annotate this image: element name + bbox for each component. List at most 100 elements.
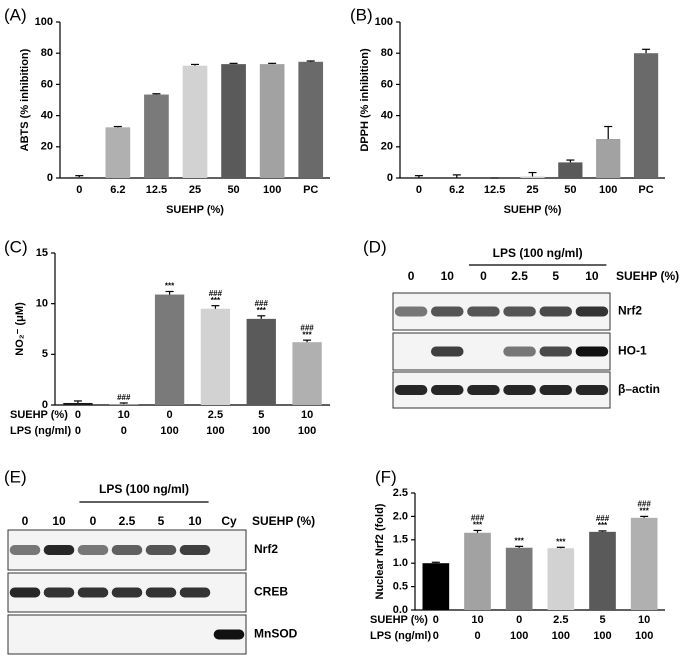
panel-label: (E) bbox=[4, 467, 27, 486]
blot-band bbox=[77, 587, 109, 598]
bar bbox=[182, 65, 208, 178]
significance: *** bbox=[302, 330, 312, 339]
y-tick-label: 60 bbox=[381, 78, 393, 90]
bar bbox=[520, 176, 545, 178]
y-axis-label: Nuclear Nrf2 (fold) bbox=[374, 503, 386, 599]
x-tick-label: PC bbox=[303, 184, 318, 196]
row-label: SUEHP (%) bbox=[370, 614, 428, 626]
bar bbox=[464, 532, 491, 610]
lane-label: Cy bbox=[221, 514, 237, 528]
lane-title: SUEHP (%) bbox=[616, 269, 679, 283]
bar bbox=[422, 563, 450, 610]
y-tick-label: 0 bbox=[42, 399, 48, 411]
x-tick-label: 100 bbox=[593, 630, 611, 642]
bar bbox=[109, 403, 139, 405]
lane-label: 2.5 bbox=[119, 514, 136, 528]
bar bbox=[298, 61, 324, 178]
lane-label: 5 bbox=[552, 269, 559, 283]
bar bbox=[505, 547, 533, 610]
bar bbox=[292, 342, 322, 405]
blot-strip bbox=[392, 332, 611, 371]
x-tick-label: 100 bbox=[635, 630, 653, 642]
blot-strip bbox=[392, 292, 611, 331]
bar bbox=[259, 64, 285, 178]
blot-band bbox=[503, 385, 536, 395]
y-tick-label: 1.5 bbox=[393, 534, 408, 546]
x-tick-label: 0 bbox=[516, 614, 522, 626]
bar bbox=[63, 402, 93, 405]
blot-band bbox=[575, 346, 609, 357]
x-tick-label: 100 bbox=[552, 630, 570, 642]
x-tick-label: 100 bbox=[510, 630, 528, 642]
y-tick-label: 5 bbox=[42, 348, 48, 360]
significance: *** bbox=[473, 521, 483, 530]
lane-label: 0 bbox=[90, 514, 97, 528]
x-tick-label: 10 bbox=[471, 614, 483, 626]
x-tick-label: 25 bbox=[526, 184, 538, 196]
significance: *** bbox=[257, 306, 267, 315]
x-tick-label: 0 bbox=[433, 630, 439, 642]
blot-band bbox=[9, 587, 41, 598]
y-axis-label: DPPH (% inhibition) bbox=[359, 48, 371, 152]
blot-band bbox=[179, 587, 211, 598]
bar bbox=[589, 531, 616, 610]
bar bbox=[221, 64, 246, 178]
x-tick-label: 6.2 bbox=[449, 184, 464, 196]
blot-band bbox=[394, 306, 428, 317]
row-label: LPS (ng/ml) bbox=[10, 425, 71, 437]
panel-label: (F) bbox=[375, 467, 397, 486]
significance: *** bbox=[639, 507, 649, 516]
y-tick-label: 80 bbox=[381, 47, 393, 59]
blot-band bbox=[539, 385, 573, 395]
band-label: MnSOD bbox=[254, 627, 298, 641]
x-tick-label: 50 bbox=[564, 184, 576, 196]
row-label: SUEHP (%) bbox=[10, 409, 68, 421]
x-tick-label: 0 bbox=[474, 630, 480, 642]
bar bbox=[144, 94, 169, 178]
lane-label: 0 bbox=[408, 269, 415, 283]
y-tick-label: 15 bbox=[36, 247, 48, 259]
x-tick-label: 100 bbox=[298, 425, 316, 437]
y-tick-label: 10 bbox=[36, 298, 48, 310]
x-tick-label: 0 bbox=[167, 409, 173, 421]
band-label: CREB bbox=[254, 585, 288, 599]
significance: *** bbox=[165, 282, 175, 291]
blot-band bbox=[430, 385, 464, 395]
x-tick-label: 0 bbox=[121, 425, 127, 437]
y-tick-label: 100 bbox=[35, 16, 53, 28]
x-tick-label: 0 bbox=[75, 409, 81, 421]
y-tick-label: 80 bbox=[41, 47, 53, 59]
y-tick-label: 40 bbox=[41, 110, 53, 122]
significance: ### bbox=[300, 323, 314, 332]
y-tick-label: 100 bbox=[375, 16, 393, 28]
blot-strip bbox=[7, 614, 247, 655]
panel-label: (D) bbox=[363, 237, 387, 256]
blot-band bbox=[43, 545, 75, 555]
lane-label: 10 bbox=[52, 514, 66, 528]
x-tick-label: 50 bbox=[227, 184, 239, 196]
blot-band bbox=[145, 545, 177, 555]
panel-label: (C) bbox=[4, 237, 28, 256]
x-tick-label: 100 bbox=[599, 184, 617, 196]
significance: *** bbox=[598, 521, 608, 530]
row-label: LPS (ng/ml) bbox=[370, 630, 431, 642]
lane-label: 0 bbox=[480, 269, 487, 283]
blot-band bbox=[575, 306, 609, 317]
treatment-label: LPS (100 ng/ml) bbox=[493, 246, 583, 260]
y-tick-label: 0 bbox=[387, 172, 393, 184]
x-tick-label: PC bbox=[638, 184, 653, 196]
x-tick-label: 25 bbox=[189, 184, 201, 196]
panel-label: (A) bbox=[4, 5, 27, 24]
x-axis-label: SUEHP (%) bbox=[166, 204, 224, 216]
x-tick-label: 2.5 bbox=[553, 614, 568, 626]
x-tick-label: 100 bbox=[160, 425, 178, 437]
significance: ### bbox=[255, 299, 269, 308]
y-tick-label: 2.0 bbox=[393, 510, 408, 522]
blot-band bbox=[77, 545, 109, 555]
lane-title: SUEHP (%) bbox=[252, 514, 315, 528]
bar bbox=[105, 127, 131, 178]
y-axis-label: NO₂⁻ (μM) bbox=[14, 302, 26, 356]
lane-label: 10 bbox=[441, 269, 455, 283]
significance: ### bbox=[637, 500, 651, 509]
bar bbox=[558, 162, 583, 178]
